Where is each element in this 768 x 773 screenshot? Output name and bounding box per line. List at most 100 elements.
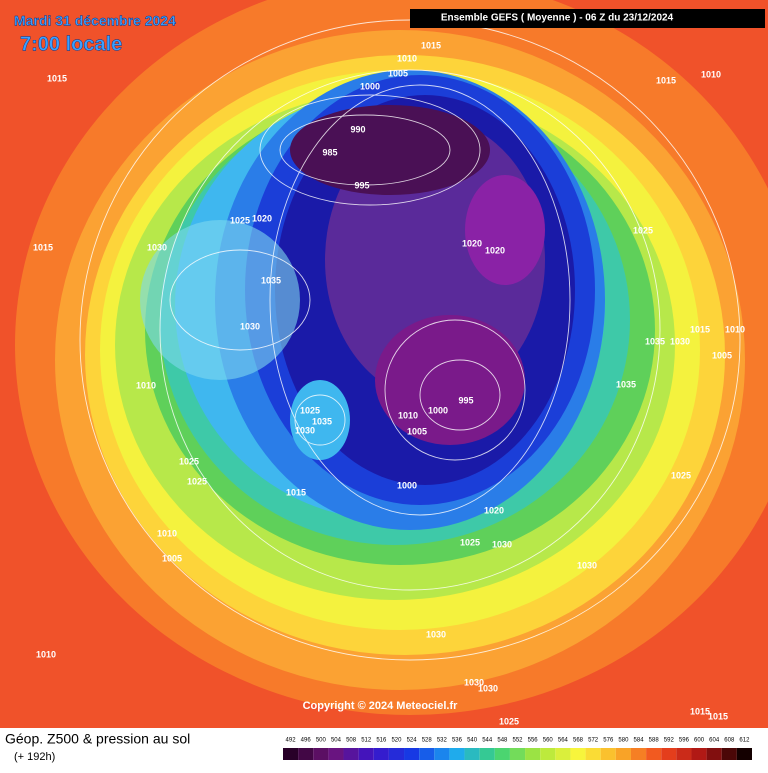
- run-info: Ensemble GEFS ( Moyenne ) - 06 Z du 23/1…: [441, 13, 674, 24]
- scale-swatch: [494, 748, 510, 760]
- scale-swatch: [676, 748, 692, 760]
- scale-label: 572: [588, 738, 599, 744]
- scale-label: 516: [376, 738, 387, 744]
- scale-label: 608: [724, 738, 735, 744]
- isobar-label: 1025: [187, 476, 207, 486]
- scale-label: 552: [512, 738, 523, 744]
- isobar-label: 1020: [252, 213, 272, 223]
- scale-swatch: [404, 748, 420, 760]
- scale-swatch: [419, 748, 435, 760]
- scale-label: 584: [634, 738, 645, 744]
- isobar-label: 1000: [428, 405, 448, 415]
- scale-swatch: [373, 748, 389, 760]
- scale-label: 604: [709, 738, 720, 744]
- scale-swatch: [434, 748, 450, 760]
- scale-swatch: [600, 748, 616, 760]
- isobar-label: 1030: [147, 242, 167, 252]
- scale-label: 540: [467, 738, 478, 744]
- scale-label: 592: [664, 738, 675, 744]
- scale-swatch: [585, 748, 601, 760]
- isobar-label: 1010: [397, 53, 417, 63]
- isobar-label: 990: [350, 124, 365, 134]
- scale-swatch: [449, 748, 465, 760]
- scale-label: 520: [391, 738, 402, 744]
- scale-label: 612: [739, 738, 750, 744]
- geopotential-field: [0, 0, 768, 728]
- isobar-label: 1030: [464, 677, 484, 687]
- isobar-label: 1030: [577, 560, 597, 570]
- scale-swatch: [358, 748, 374, 760]
- scale-label: 588: [649, 738, 660, 744]
- isobar-label: 1010: [136, 380, 156, 390]
- isobar-label: 1025: [300, 405, 320, 415]
- time: 7:00 locale: [20, 33, 122, 55]
- isobar-label: 1030: [240, 321, 260, 331]
- scale-swatch: [555, 748, 571, 760]
- isobar-label: 1010: [157, 528, 177, 538]
- isobar-label: 1035: [261, 275, 281, 285]
- scale-swatch: [706, 748, 722, 760]
- scale-swatch: [525, 748, 541, 760]
- footer-title: Géop. Z500 & pression au sol: [5, 731, 190, 747]
- scale-label: 560: [543, 738, 554, 744]
- isobar-label: 1000: [397, 480, 417, 490]
- scale-label: 508: [346, 738, 357, 744]
- isobar-label: 1035: [616, 379, 636, 389]
- isobar-label: 1010: [398, 410, 418, 420]
- footer-lead: (+ 192h): [14, 751, 55, 763]
- scale-label: 536: [452, 738, 463, 744]
- date: Mardi 31 décembre 2024: [14, 13, 176, 29]
- scale-label: 556: [528, 738, 539, 744]
- isobar-label: 1005: [407, 426, 427, 436]
- scale-label: 576: [603, 738, 614, 744]
- scale-label: 504: [331, 738, 342, 744]
- isobar-label: 1030: [426, 629, 446, 639]
- isobar-label: 1010: [36, 649, 56, 659]
- scale-label: 564: [558, 738, 569, 744]
- isobar-label: 1025: [179, 456, 199, 466]
- isobar-label: 1025: [499, 716, 519, 726]
- isobar-label: 1015: [690, 324, 710, 334]
- isobar-label: 1030: [670, 336, 690, 346]
- isobar-label: 1015: [690, 706, 710, 716]
- scale-label: 512: [361, 738, 372, 744]
- copyright: Copyright © 2024 Meteociel.fr: [303, 700, 459, 712]
- isobar-label: 1035: [645, 336, 665, 346]
- isobar-label: 1025: [671, 470, 691, 480]
- scale-swatch: [570, 748, 586, 760]
- scale-label: 524: [407, 738, 418, 744]
- isobar-label: 1030: [478, 683, 498, 693]
- scale-swatch: [343, 748, 359, 760]
- scale-label: 600: [694, 738, 705, 744]
- isobar-label: 1010: [701, 69, 721, 79]
- color-scale: 492 496 500 504 508 512 516 520 524 528 532 536 540 5…: [283, 738, 752, 760]
- scale-label: 548: [497, 738, 508, 744]
- scale-swatch: [661, 748, 677, 760]
- scale-label: 580: [618, 738, 629, 744]
- scale-label: 500: [316, 738, 327, 744]
- isobar-label: 1020: [485, 245, 505, 255]
- isobar-label: 1020: [484, 505, 504, 515]
- scale-label: 492: [286, 738, 297, 744]
- scale-swatch: [721, 748, 737, 760]
- scale-swatch: [298, 748, 314, 760]
- isobar-label: 1025: [460, 537, 480, 547]
- isobar-label: 1015: [33, 242, 53, 252]
- isobar-label: 985: [322, 147, 337, 157]
- scale-swatch: [283, 748, 299, 760]
- scale-swatch: [736, 748, 752, 760]
- scale-label: 532: [437, 738, 448, 744]
- scale-label: 596: [679, 738, 690, 744]
- isobar-label: 1005: [162, 553, 182, 563]
- isobar-label: 1015: [47, 73, 67, 83]
- scale-swatch: [388, 748, 405, 760]
- scale-swatch: [509, 748, 526, 760]
- isobar-label: 1020: [462, 238, 482, 248]
- run-banner: [410, 9, 765, 28]
- scale-swatch: [630, 748, 647, 760]
- scale-label: 568: [573, 738, 584, 744]
- isobar-label: 995: [458, 395, 473, 405]
- scale-swatch: [479, 748, 495, 760]
- isobar-label: 1025: [230, 215, 250, 225]
